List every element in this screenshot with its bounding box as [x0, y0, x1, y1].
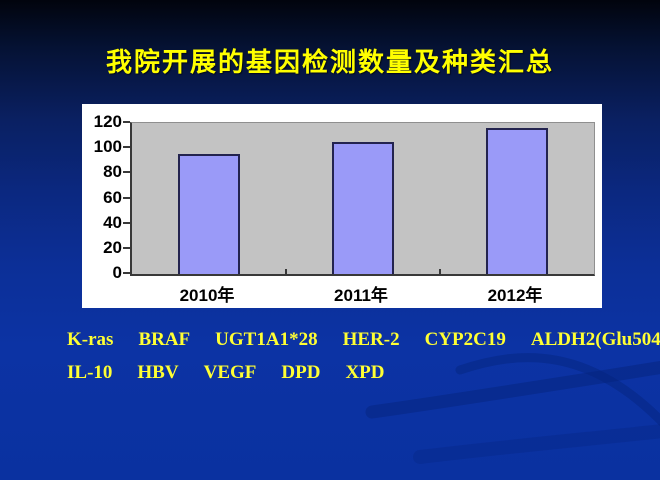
bar-2012年	[486, 128, 548, 274]
bar-2010年	[178, 154, 240, 274]
slide-title: 我院开展的基因检测数量及种类汇总	[105, 47, 554, 77]
gene-item: K-ras	[67, 329, 114, 350]
y-axis-label: 60	[103, 187, 122, 207]
y-axis-tick	[123, 146, 130, 149]
gene-list-line-2: IL-10 HBV VEGF DPD XPD	[67, 356, 647, 389]
gene-item: HBV	[137, 362, 179, 383]
x-axis-label: 2010年	[179, 286, 235, 305]
gene-item: CYP2C19	[424, 329, 506, 350]
y-axis-tick	[123, 246, 130, 249]
y-axis-label: 20	[103, 237, 122, 257]
bar-2011年	[332, 141, 394, 274]
y-axis-label: 120	[93, 112, 122, 131]
x-axis-tick	[439, 269, 441, 274]
y-axis-label: 40	[103, 212, 122, 232]
y-axis-tick	[123, 221, 130, 224]
y-axis-label: 80	[103, 162, 122, 182]
y-axis-tick	[123, 121, 130, 123]
gene-item: ALDH2(Glu504Lys)	[530, 329, 660, 350]
x-axis-tick	[285, 269, 287, 274]
gene-item: XPD	[345, 362, 385, 383]
gene-item: BRAF	[138, 329, 191, 350]
y-axis-label: 100	[93, 137, 122, 157]
swoosh-band-lower	[413, 424, 660, 464]
x-axis-label: 2012年	[487, 286, 543, 305]
gene-list-line-1: K-ras BRAF UGT1A1*28 HER-2 CYP2C19 ALDH2(Glu5…	[67, 323, 660, 356]
y-axis-tick	[123, 196, 130, 199]
y-axis-label: 0	[112, 263, 122, 282]
gene-item: UGT1A1*28	[215, 329, 318, 350]
chart-panel: 0 20 40 60 80 100 120 2010年 2011年 2012年	[82, 104, 602, 308]
y-axis-tick	[123, 171, 130, 174]
gene-item: DPD	[281, 362, 321, 383]
plot-area	[130, 122, 595, 276]
gene-item: IL-10	[67, 362, 113, 383]
gene-item: HER-2	[342, 329, 400, 350]
x-axis-label: 2011年	[334, 286, 388, 305]
y-axis-tick	[123, 272, 130, 274]
gene-item: VEGF	[203, 362, 257, 383]
gene-list: K-ras BRAF UGT1A1*28 HER-2 CYP2C19 ALDH2(Glu5…	[67, 323, 660, 389]
